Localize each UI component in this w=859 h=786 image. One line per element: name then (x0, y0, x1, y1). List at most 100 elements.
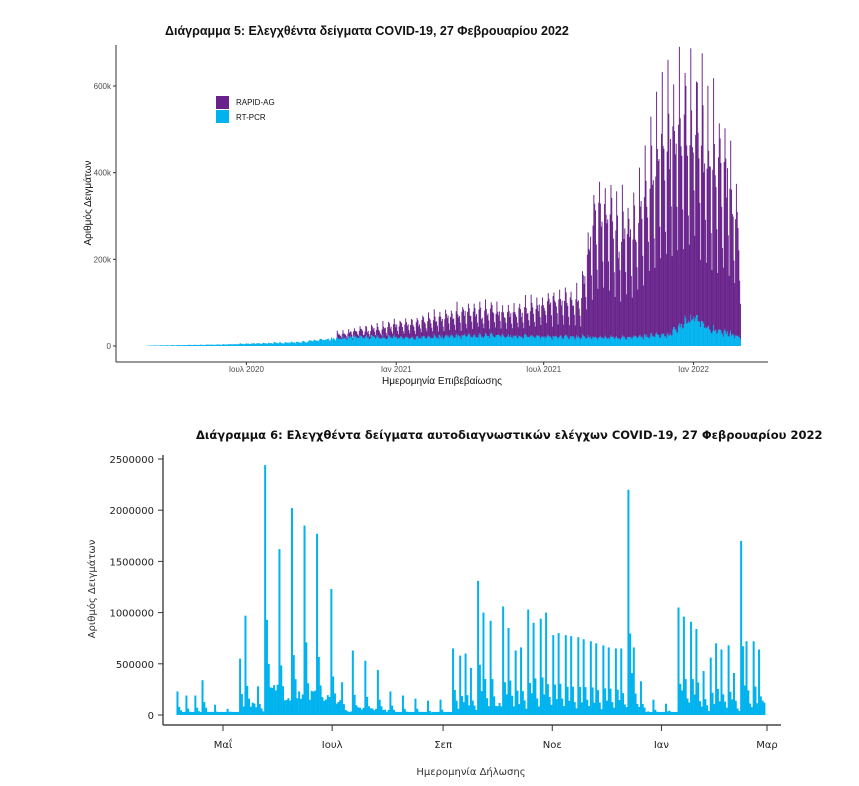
chart5-bar-rt-pcr (528, 337, 530, 346)
chart5-bar-rapid-ag (735, 219, 737, 336)
chart5-bar-rt-pcr (237, 344, 239, 346)
chart5-bar-rt-pcr (406, 337, 408, 346)
chart5-bar-rapid-ag (430, 323, 432, 339)
chart5-bar-rt-pcr (668, 335, 670, 346)
chart5-bar-rt-pcr (667, 332, 669, 346)
chart5-bar-rt-pcr (460, 339, 462, 346)
chart5-bar-rapid-ag (653, 238, 655, 337)
chart6-bar (427, 700, 429, 715)
chart6-bar (557, 633, 560, 715)
chart5-bar-rt-pcr (704, 326, 706, 346)
chart5-bar-rt-pcr (488, 336, 490, 346)
chart5-bar-rt-pcr (346, 340, 348, 346)
chart5-bar-rapid-ag (696, 81, 697, 316)
chart5-bar-rapid-ag (564, 287, 566, 336)
chart5-bar-rt-pcr (490, 332, 492, 346)
chart5-bar-rapid-ag (685, 85, 687, 319)
chart5-bar-rapid-ag (399, 320, 401, 338)
chart6-bar (763, 702, 766, 715)
chart6-bar (747, 690, 750, 715)
chart5-bar-rt-pcr (376, 334, 378, 346)
chart5-bar-rt-pcr (380, 338, 382, 346)
chart6-title: Διάγραμμα 6: Ελεγχθέντα δείγματα αυτοδια… (196, 428, 823, 442)
chart5-bar-rt-pcr (210, 344, 212, 346)
chart6-bar (591, 687, 594, 715)
chart6-bar (552, 635, 555, 715)
chart5-bar-rt-pcr (278, 342, 280, 346)
chart5-bar-rapid-ag (359, 326, 361, 336)
chart6-bar (707, 711, 710, 715)
chart5-bar-rt-pcr (254, 343, 256, 346)
chart5-bar-rt-pcr (302, 341, 304, 346)
chart5-bar-rapid-ag (344, 333, 346, 338)
chart6-bar (577, 637, 580, 715)
chart5-bar-rt-pcr (454, 337, 456, 346)
chart5-bar-rt-pcr (357, 338, 359, 346)
chart5-bar-rt-pcr (598, 337, 600, 346)
chart5-bar-rapid-ag (434, 316, 436, 336)
chart5-bar-rt-pcr (595, 336, 596, 346)
chart6-bar (291, 508, 293, 715)
chart5-bar-rapid-ag (474, 308, 476, 334)
chart5-bar-rt-pcr (348, 335, 350, 346)
chart5-bar-rt-pcr (350, 336, 352, 346)
chart5-bar-rt-pcr (290, 342, 292, 346)
chart5-bar-rt-pcr (735, 335, 737, 346)
chart6-bar (260, 708, 263, 715)
chart5-bar-rapid-ag (643, 285, 645, 340)
chart5-bar-rapid-ag (669, 139, 671, 334)
chart5-x-tick-label: Ιουλ 2021 (526, 365, 562, 374)
chart6-bar (700, 706, 703, 715)
chart5-bar-rt-pcr (696, 315, 698, 346)
chart5-bar-rt-pcr (251, 343, 253, 346)
chart5-bar-rapid-ag (603, 287, 605, 339)
chart5-bar-rt-pcr (240, 343, 242, 346)
chart5-bar-rt-pcr (551, 338, 552, 346)
chart5-bar-rapid-ag (365, 325, 367, 337)
chart5-bar-rapid-ag (402, 331, 404, 339)
chart5-bar-rt-pcr (208, 344, 210, 346)
chart6-y-tick-label: 2500000 (109, 455, 154, 466)
chart6-bar (691, 679, 694, 715)
chart6-y-tick-label: 500000 (116, 660, 154, 671)
chart5-bar-rt-pcr (432, 337, 434, 346)
chart5-bar-rapid-ag (370, 330, 372, 338)
chart5-bar-rt-pcr (189, 344, 191, 346)
chart5-bar-rt-pcr (609, 337, 611, 346)
chart5-bar-rapid-ag (708, 150, 710, 326)
chart6-bar (223, 711, 225, 715)
chart5-bar-rapid-ag (374, 331, 376, 338)
chart5-bar-rt-pcr (217, 344, 219, 346)
chart5-bar-rapid-ag (566, 302, 568, 336)
chart5-bar-rt-pcr (467, 334, 469, 346)
chart5-bar-rt-pcr (181, 345, 183, 346)
chart5-bar-rt-pcr (419, 338, 421, 346)
chart6-bar (269, 687, 272, 715)
chart5-bar-rapid-ag (381, 329, 383, 339)
chart5-bar-rapid-ag (706, 168, 708, 328)
chart5-bar-rapid-ag (375, 329, 377, 338)
chart5-bar-rt-pcr (195, 344, 197, 346)
chart5-bar-rapid-ag (511, 323, 513, 338)
chart5-bar-rt-pcr (567, 337, 569, 346)
chart5-bar-rt-pcr (299, 342, 301, 346)
chart5-bar-rt-pcr (293, 342, 295, 346)
chart5-bar-rt-pcr (524, 333, 526, 346)
chart5-bar-rt-pcr (597, 339, 599, 346)
chart5-bar-rt-pcr (572, 336, 574, 346)
chart6-bar (555, 699, 558, 715)
chart6-bar (484, 678, 487, 715)
chart5-bar-rapid-ag (567, 305, 569, 338)
chart6-bar (348, 711, 351, 715)
chart5-bar-rapid-ag (457, 314, 459, 337)
chart5-bar-rapid-ag (406, 322, 407, 337)
chart5-bar-rapid-ag (553, 292, 555, 337)
chart5-bar-rapid-ag (736, 211, 738, 337)
chart5-bar-rapid-ag (664, 180, 666, 337)
chart5-bar-rapid-ag (551, 315, 552, 339)
chart6-bar (262, 711, 265, 715)
chart5-bar-rt-pcr (266, 344, 268, 346)
chart5-bar-rapid-ag (564, 300, 566, 337)
chart5-bar-rt-pcr (508, 336, 510, 346)
chart5-bar-rt-pcr (539, 337, 541, 346)
